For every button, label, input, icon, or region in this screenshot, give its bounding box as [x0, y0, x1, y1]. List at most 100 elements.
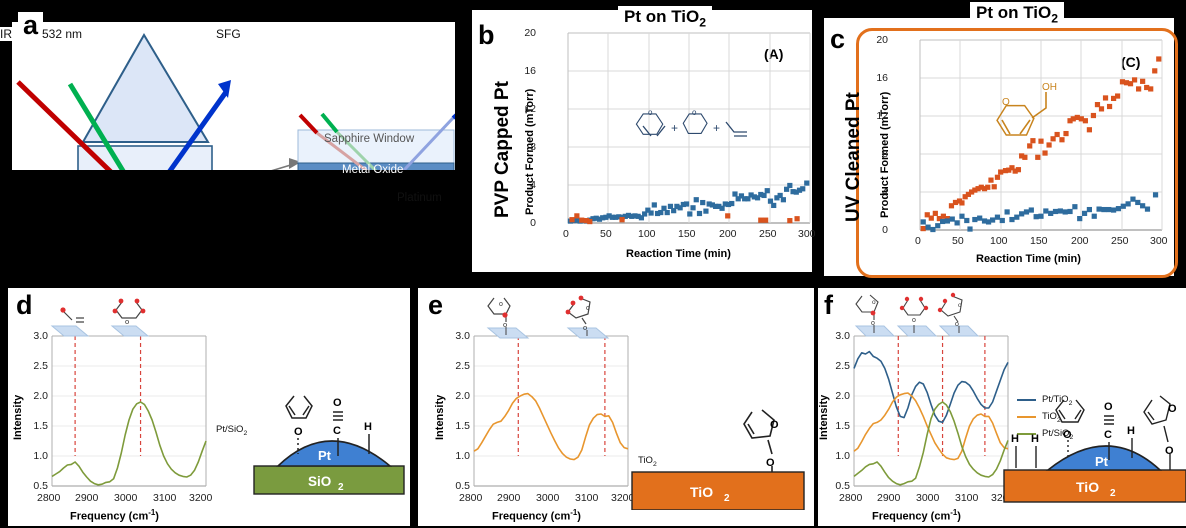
data-point: [1123, 80, 1130, 86]
data-point: [603, 214, 609, 220]
alkoxide-oxygen-label: O: [1165, 445, 1174, 457]
data-point: [587, 218, 593, 225]
panel-b-ytick: 8: [530, 141, 536, 153]
data-point: [1140, 78, 1146, 84]
panel-d-ytick: 1.5: [33, 420, 48, 432]
svg-text:+: +: [671, 121, 678, 135]
data-point: [1028, 207, 1034, 213]
data-point: [745, 196, 751, 202]
data-point: [1030, 138, 1036, 144]
panel-c-ytick: 4: [882, 186, 888, 198]
panel-b-ytick: 0: [530, 217, 536, 229]
panel-d-sample-label: Pt/SiO2: [216, 424, 248, 437]
zoom-pointer-line: [271, 163, 295, 170]
furan-icon: [115, 301, 143, 319]
data-point: [985, 184, 991, 190]
panel-c-xtick: 250: [1111, 235, 1129, 247]
data-point: [1009, 165, 1015, 171]
panel-f-xtick: 3100: [955, 492, 979, 504]
data-point: [794, 216, 800, 222]
inset-visible-beam: [320, 112, 339, 134]
panel-e-xlabel: Frequency (cm-1): [492, 508, 581, 523]
svg-text:2: 2: [338, 482, 344, 493]
data-point: [1081, 210, 1088, 216]
data-point: [784, 186, 790, 192]
propylene-icon: [63, 311, 84, 323]
panel-e-chart[interactable]: [446, 330, 636, 510]
panel-d-ytick: 2.5: [33, 360, 48, 372]
data-point: [972, 216, 978, 223]
panel-e-adsorbate-icons: o o o o: [486, 295, 610, 339]
data-point: [954, 220, 960, 226]
spectrum-curve: [853, 401, 1009, 486]
panel-f-chart[interactable]: [826, 330, 1016, 510]
data-point: [703, 208, 709, 214]
panel-c-chart[interactable]: [892, 32, 1170, 250]
data-point: [948, 203, 955, 209]
data-point: [977, 215, 983, 221]
data-point: [574, 213, 580, 219]
panel-c-xtick: 0: [915, 235, 921, 247]
triple-bond: [1104, 415, 1114, 425]
data-point: [1002, 168, 1009, 174]
data-point: [1082, 118, 1088, 124]
data-point: [693, 197, 699, 203]
data-point: [716, 203, 722, 209]
data-point: [1090, 112, 1097, 119]
panel-e-gridlines: [473, 335, 629, 487]
data-point: [920, 225, 926, 232]
data-point: [1131, 77, 1138, 83]
data-point: [664, 209, 670, 216]
furan-oxygen-label: O: [1002, 97, 1010, 108]
panel-e-ytick: 2.0: [455, 390, 470, 402]
panel-d-xtick: 3100: [153, 492, 177, 504]
panel-d-chart[interactable]: [24, 330, 214, 510]
data-point: [761, 192, 767, 199]
data-point: [1101, 206, 1107, 213]
data-point: [1014, 214, 1020, 220]
panel-c-title: Pt on TiO2: [970, 2, 1065, 27]
data-point: [777, 192, 783, 199]
carbon-label: C: [333, 425, 341, 437]
sfg-beam-arrow: [218, 80, 231, 98]
panel-c-ytick: 16: [876, 72, 888, 84]
surface-plane-icon: [50, 325, 90, 337]
data-point: [1091, 213, 1097, 219]
data-point: [1019, 211, 1025, 217]
data-point: [609, 214, 615, 220]
data-point: [994, 174, 1001, 180]
data-point: [680, 201, 686, 208]
svg-text:+: +: [713, 121, 720, 135]
panel-f-ytick: 3.0: [835, 330, 850, 342]
panel-d-xtick: 3200: [189, 492, 213, 504]
inset-ir-refracted: [316, 131, 369, 170]
data-point: [616, 214, 622, 220]
panel-c-row-label-text: UV Cleaned Pt: [843, 92, 864, 222]
data-point: [1048, 210, 1054, 216]
data-point: [1152, 68, 1158, 74]
data-point: [1043, 208, 1049, 214]
panel-c-series-orange: [920, 56, 1162, 232]
data-point: [1019, 153, 1025, 159]
panel-d-xtick: 2900: [75, 492, 99, 504]
ir-beam-line: [16, 80, 113, 170]
data-point: [1077, 216, 1083, 222]
panel-f-legend-swatches: [1017, 399, 1036, 435]
data-point: [1135, 199, 1141, 206]
panel-a-inset: [297, 112, 455, 170]
panel-e-ytick: 0.5: [455, 480, 470, 492]
panel-b-chart[interactable]: [540, 25, 818, 243]
panel-c-corner-tag: (C): [1121, 54, 1141, 70]
data-point: [1106, 206, 1112, 213]
panel-d-xtick: 3000: [114, 492, 138, 504]
data-point: [751, 194, 757, 200]
visible-beam-line: [67, 82, 126, 170]
data-point: [787, 182, 793, 189]
panel-d-schematic: O O C H Pt SiO 2: [253, 395, 405, 495]
panel-e-xtick: 3100: [575, 492, 599, 504]
data-point: [787, 218, 793, 224]
data-point: [924, 212, 930, 218]
tio2-label: TiO: [690, 484, 713, 500]
data-point: [713, 203, 719, 209]
data-point: [1062, 209, 1068, 215]
